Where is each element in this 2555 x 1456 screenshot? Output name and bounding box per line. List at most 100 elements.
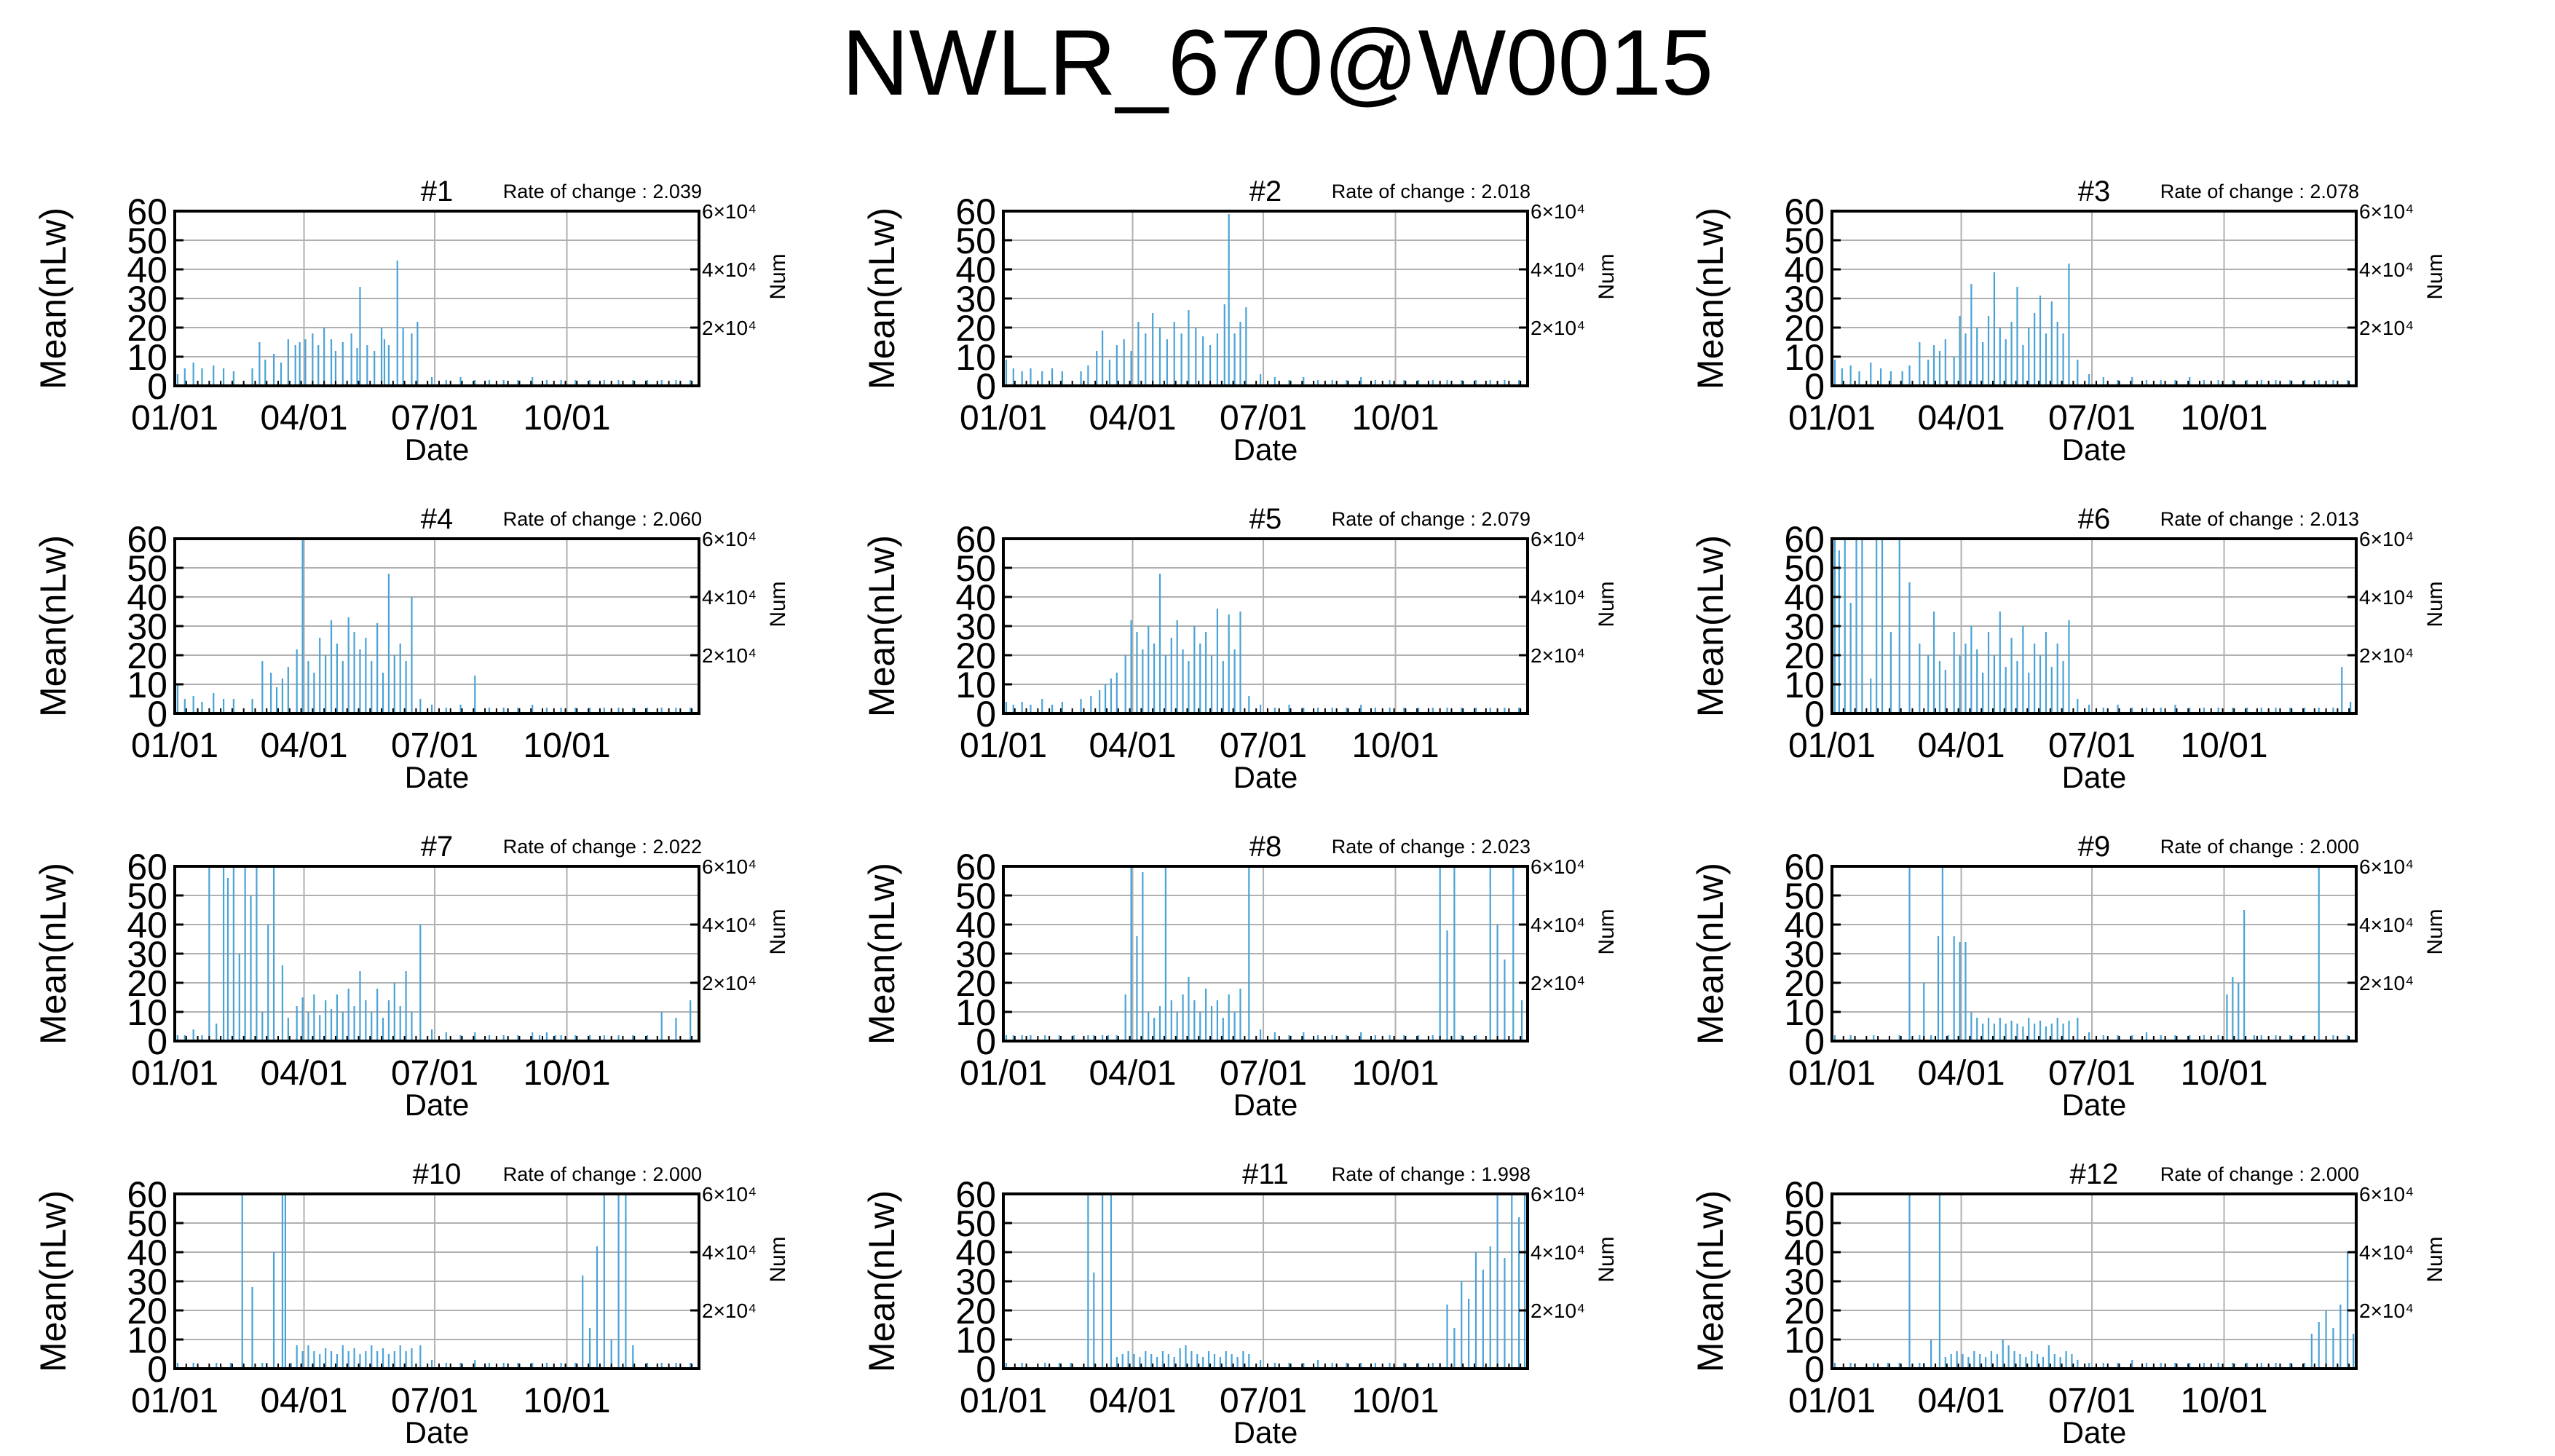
- x-tick-label: 04/01: [1917, 1382, 2005, 1420]
- y-tick-label: 40: [955, 1233, 996, 1273]
- y-tick-label: 0: [147, 694, 167, 735]
- panel-title: #2: [1249, 175, 1282, 207]
- x-tick-label: 07/01: [2048, 1382, 2136, 1420]
- y-tick-label: 10: [955, 992, 996, 1033]
- y2-axis-label: Num: [766, 1236, 790, 1282]
- y-tick-label: 30: [1784, 279, 1825, 320]
- x-tick-label: 04/01: [1089, 1382, 1176, 1420]
- y-tick-label: 30: [127, 1262, 167, 1302]
- y-tick-label: 30: [127, 934, 167, 975]
- panel-title: #9: [2078, 831, 2111, 863]
- y2-axis-label: Num: [2423, 581, 2447, 627]
- y-tick-label: 50: [127, 876, 167, 917]
- y2-tick-label: 4×10⁴: [2359, 1241, 2414, 1264]
- y-tick-label: 20: [1784, 963, 1825, 1004]
- x-tick-label: 07/01: [391, 1382, 478, 1420]
- y-tick-label: 50: [955, 548, 996, 589]
- y2-axis-label: Num: [1595, 909, 1619, 954]
- y-tick-label: 60: [127, 847, 167, 887]
- y2-tick-label: 2×10⁴: [702, 317, 757, 339]
- y-tick-label: 30: [1784, 1262, 1825, 1302]
- y-tick-label: 10: [127, 1320, 167, 1361]
- y2-tick-label: 6×10⁴: [702, 200, 757, 223]
- y-tick-label: 10: [1784, 992, 1825, 1033]
- x-tick-label: 04/01: [260, 399, 347, 438]
- y-tick-label: 50: [127, 221, 167, 261]
- x-tick-label: 10/01: [2180, 399, 2267, 438]
- y-tick-label: 10: [955, 665, 996, 705]
- x-tick-label: 01/01: [131, 1382, 218, 1420]
- y2-axis-label: Num: [2423, 909, 2447, 954]
- panel-title: #11: [1242, 1158, 1289, 1190]
- y-tick-label: 60: [955, 191, 996, 232]
- y-axis-label: Mean(nLw): [861, 207, 902, 389]
- y2-tick-label: 6×10⁴: [1531, 528, 1585, 550]
- page-title: NWLR_670@W0015: [841, 11, 1714, 115]
- y2-tick-label: 6×10⁴: [702, 528, 757, 550]
- panel-title: #12: [2070, 1158, 2119, 1190]
- y-tick-label: 0: [1804, 1021, 1825, 1062]
- y-axis-label: Mean(nLw): [861, 863, 902, 1045]
- y-tick-label: 40: [1784, 1233, 1825, 1273]
- x-tick-label: 10/01: [1351, 727, 1439, 765]
- y2-tick-label: 2×10⁴: [2359, 644, 2414, 667]
- x-tick-label: 10/01: [523, 1054, 610, 1093]
- y2-tick-label: 2×10⁴: [702, 972, 757, 994]
- y2-tick-label: 2×10⁴: [1531, 317, 1585, 339]
- y2-tick-label: 4×10⁴: [1531, 914, 1585, 936]
- y-tick-label: 30: [955, 606, 996, 647]
- y2-axis-label: Num: [766, 581, 790, 627]
- y-axis-label: Mean(nLw): [33, 863, 74, 1045]
- y-tick-label: 60: [955, 847, 996, 887]
- y-tick-label: 10: [1784, 337, 1825, 378]
- panel-title: #6: [2078, 503, 2111, 535]
- y-tick-label: 20: [955, 308, 996, 349]
- x-tick-label: 01/01: [1788, 1054, 1876, 1093]
- y2-tick-label: 2×10⁴: [702, 1299, 757, 1322]
- x-tick-label: 10/01: [1351, 1382, 1439, 1420]
- y-tick-label: 20: [127, 308, 167, 349]
- panel-title: #10: [413, 1158, 462, 1190]
- y-tick-label: 50: [127, 548, 167, 589]
- y2-tick-label: 2×10⁴: [2359, 972, 2414, 994]
- y2-axis-label: Num: [766, 253, 790, 299]
- panel-title: #1: [421, 175, 454, 207]
- panel-title: #4: [421, 503, 454, 535]
- x-tick-label: 10/01: [523, 399, 610, 438]
- x-tick-label: 07/01: [1220, 1054, 1307, 1093]
- y2-tick-label: 2×10⁴: [702, 644, 757, 667]
- y-tick-label: 60: [955, 519, 996, 560]
- y-tick-label: 50: [1784, 876, 1825, 917]
- y-tick-label: 60: [1784, 1174, 1825, 1215]
- y2-tick-label: 2×10⁴: [1531, 972, 1585, 994]
- x-tick-label: 04/01: [1089, 727, 1176, 765]
- x-tick-label: 07/01: [2048, 1054, 2136, 1093]
- y2-tick-label: 6×10⁴: [1531, 855, 1585, 878]
- rate-of-change-label: Rate of change : 2.023: [1332, 836, 1531, 858]
- y-tick-label: 40: [127, 577, 167, 618]
- y2-axis-label: Num: [766, 909, 790, 954]
- y-tick-label: 10: [955, 337, 996, 378]
- y2-tick-label: 4×10⁴: [1531, 1241, 1585, 1264]
- x-tick-label: 07/01: [391, 1054, 478, 1093]
- y2-tick-label: 4×10⁴: [702, 1241, 757, 1264]
- y-tick-label: 10: [1784, 1320, 1825, 1361]
- y2-tick-label: 4×10⁴: [702, 914, 757, 936]
- y-tick-label: 50: [955, 1203, 996, 1244]
- y-tick-label: 40: [1784, 905, 1825, 946]
- x-axis-label: Date: [2062, 432, 2127, 467]
- y-tick-label: 50: [1784, 1203, 1825, 1244]
- y-tick-label: 20: [1784, 1291, 1825, 1332]
- y-tick-label: 10: [127, 992, 167, 1033]
- y2-tick-label: 4×10⁴: [1531, 258, 1585, 281]
- y2-axis-label: Num: [1595, 581, 1619, 627]
- x-axis-label: Date: [405, 1088, 470, 1122]
- x-tick-label: 10/01: [1351, 1054, 1439, 1093]
